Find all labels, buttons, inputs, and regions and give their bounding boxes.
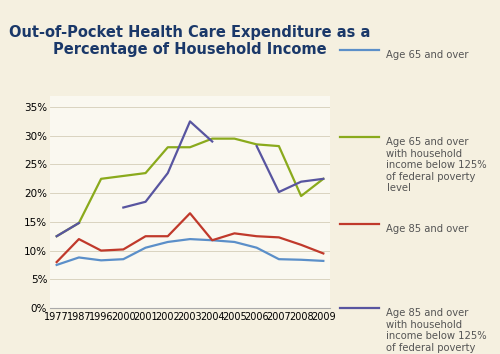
Text: Age 65 and over
with household
income below 125%
of federal poverty
level: Age 65 and over with household income be… <box>386 137 487 193</box>
Text: Age 65 and over: Age 65 and over <box>386 50 469 60</box>
Text: Age 85 and over: Age 85 and over <box>386 224 469 234</box>
Text: Age 85 and over
with household
income below 125%
of federal poverty
level: Age 85 and over with household income be… <box>386 308 487 354</box>
Text: Out-of-Pocket Health Care Expenditure as a
Percentage of Household Income: Out-of-Pocket Health Care Expenditure as… <box>10 25 370 57</box>
